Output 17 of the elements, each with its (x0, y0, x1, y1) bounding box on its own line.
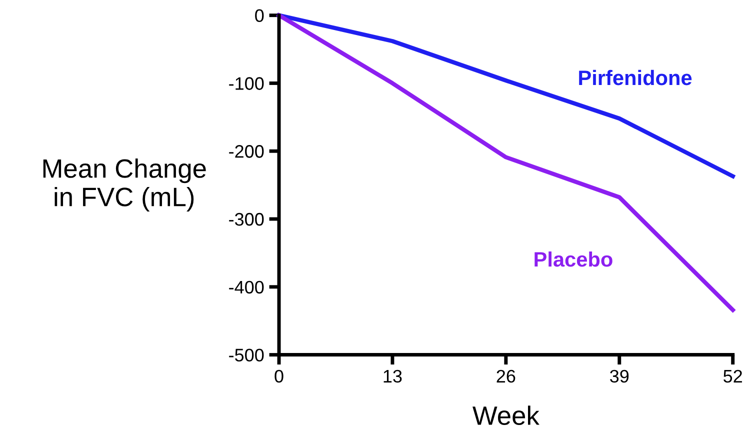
y-axis-title: Mean Change in FVC (mL) (43, 158, 206, 212)
y-tick-label: -200 (229, 145, 264, 158)
y-tick-label: 0 (255, 9, 264, 22)
x-tick-label: 39 (610, 370, 629, 383)
x-tick-label: 13 (384, 370, 402, 383)
series-label: Pirfenidone (579, 70, 692, 86)
x-tick-label: 52 (724, 370, 742, 383)
x-tick-label: 0 (274, 370, 284, 383)
y-tick-label: -500 (229, 348, 264, 362)
x-tick-label: 26 (496, 370, 516, 383)
y-tick-label: -400 (229, 280, 264, 294)
x-axis-title: Week (472, 406, 540, 426)
text: Placebo (534, 251, 612, 267)
y-tick-label: -100 (229, 77, 264, 90)
line-series (276, 13, 735, 178)
y-tick-label: -300 (229, 212, 264, 226)
line-series (276, 13, 735, 312)
